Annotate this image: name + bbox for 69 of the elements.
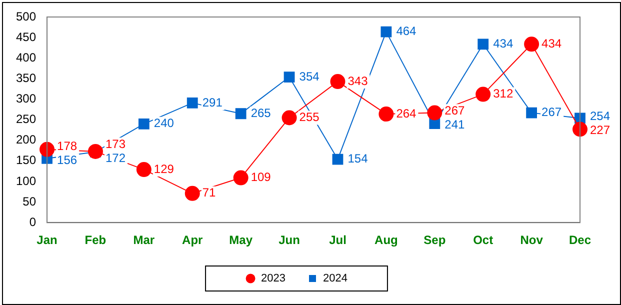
x-tick-label: Jun — [278, 233, 300, 248]
data-label: 255 — [299, 110, 320, 124]
data-label: 109 — [250, 170, 272, 184]
point — [380, 26, 392, 38]
point — [476, 86, 491, 102]
x-tick-label: Apr — [182, 233, 204, 248]
point — [526, 107, 537, 118]
y-tick-label: 0 — [29, 214, 36, 229]
data-label: 434 — [493, 36, 514, 50]
x-tick-label: Jan — [36, 233, 58, 248]
point — [235, 108, 246, 120]
data-label: 264 — [396, 106, 417, 120]
point — [378, 106, 394, 122]
point — [233, 170, 248, 186]
point — [478, 38, 489, 50]
y-tick-label: 50 — [22, 194, 36, 208]
data-label: 240 — [154, 116, 174, 130]
data-label: 254 — [590, 109, 610, 124]
data-label: 354 — [299, 69, 320, 84]
x-tick-label: Oct — [473, 233, 494, 248]
point — [427, 105, 442, 120]
point — [186, 97, 198, 108]
data-label: 265 — [250, 106, 272, 120]
x-tick-label: Sep — [424, 233, 446, 248]
data-label: 464 — [396, 24, 417, 38]
data-label: 172 — [105, 150, 126, 165]
y-tick-label: 200 — [16, 132, 36, 147]
point — [572, 122, 588, 137]
data-label: 156 — [57, 153, 78, 168]
point — [40, 142, 55, 157]
y-tick-label: 500 — [16, 9, 36, 24]
y-tick-label: 100 — [16, 174, 36, 188]
y-tick-label: 300 — [16, 92, 36, 106]
data-label: 173 — [105, 136, 126, 151]
x-tick-label: Jul — [329, 233, 346, 248]
data-label: 312 — [493, 86, 514, 101]
data-label: 129 — [154, 162, 174, 176]
y-tick-label: 150 — [16, 153, 36, 168]
data-label: 434 — [542, 36, 562, 50]
legend-label: 2023 — [261, 272, 286, 285]
data-label: 71 — [202, 186, 216, 200]
point — [284, 72, 295, 82]
legend-label: 2024 — [323, 272, 348, 285]
y-tick-label: 250 — [16, 112, 36, 126]
x-tick-label: Nov — [520, 233, 544, 248]
y-tick-label: 400 — [16, 50, 36, 64]
x-tick-label: Dec — [568, 233, 592, 248]
point — [524, 36, 540, 52]
data-label: 227 — [590, 123, 610, 138]
data-label: 178 — [57, 139, 78, 154]
y-tick-label: 450 — [16, 30, 36, 44]
point — [88, 144, 103, 159]
point — [138, 118, 150, 130]
data-label: 154 — [348, 152, 368, 166]
point — [184, 186, 200, 201]
data-label: 267 — [542, 105, 562, 120]
data-label: 267 — [444, 103, 465, 118]
x-tick-label: Aug — [374, 233, 398, 248]
x-tick-label: Feb — [84, 233, 106, 248]
point — [136, 162, 152, 178]
data-label: 291 — [202, 95, 223, 110]
x-tick-label: May — [229, 233, 253, 248]
data-label: 241 — [444, 117, 465, 132]
point — [282, 110, 297, 126]
point — [330, 74, 346, 90]
point — [332, 154, 344, 165]
y-tick-label: 350 — [16, 70, 36, 85]
x-tick-label: Mar — [133, 233, 155, 248]
data-label: 343 — [348, 74, 368, 88]
